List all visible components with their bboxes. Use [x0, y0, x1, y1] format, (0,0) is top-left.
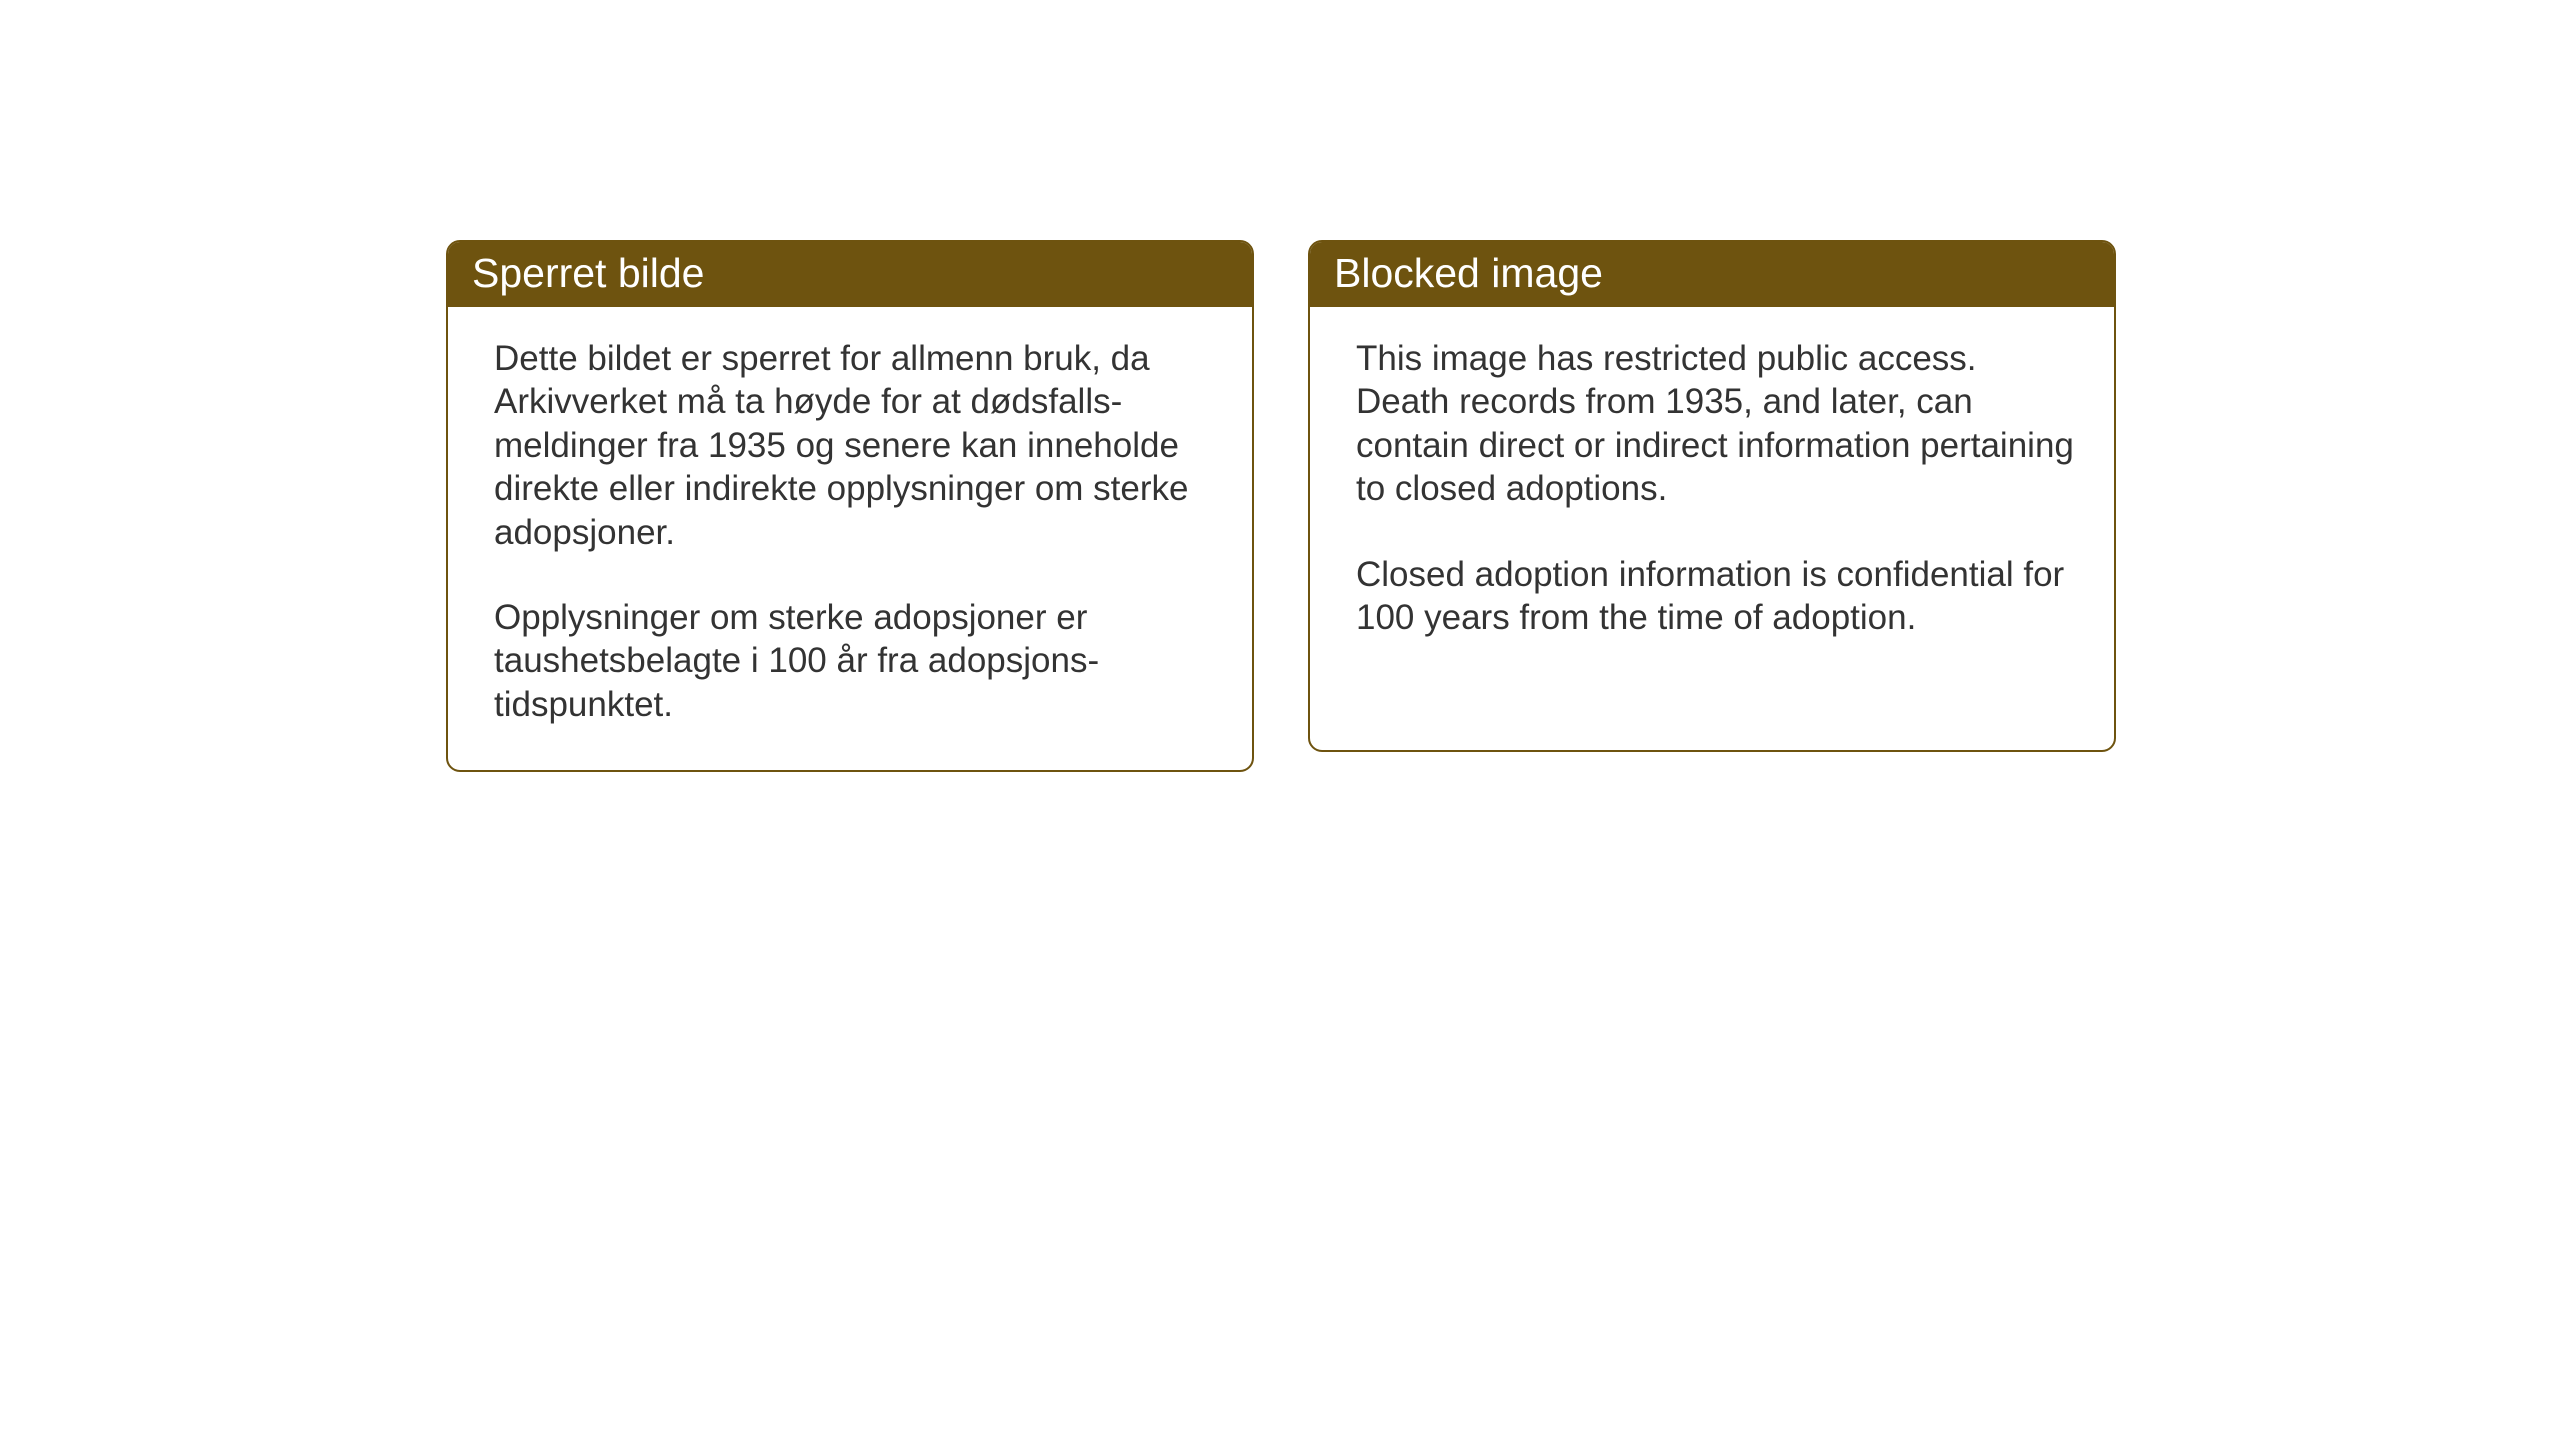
norwegian-paragraph-2: Opplysninger om sterke adopsjoner er tau…	[494, 596, 1212, 726]
english-notice-card: Blocked image This image has restricted …	[1308, 240, 2116, 752]
english-paragraph-2: Closed adoption information is confident…	[1356, 553, 2074, 640]
norwegian-notice-card: Sperret bilde Dette bildet er sperret fo…	[446, 240, 1254, 772]
norwegian-paragraph-1: Dette bildet er sperret for allmenn bruk…	[494, 337, 1212, 554]
notice-container: Sperret bilde Dette bildet er sperret fo…	[446, 240, 2116, 772]
english-card-body: This image has restricted public access.…	[1310, 307, 2114, 683]
norwegian-card-title: Sperret bilde	[448, 242, 1252, 307]
english-paragraph-1: This image has restricted public access.…	[1356, 337, 2074, 511]
norwegian-card-body: Dette bildet er sperret for allmenn bruk…	[448, 307, 1252, 770]
english-card-title: Blocked image	[1310, 242, 2114, 307]
